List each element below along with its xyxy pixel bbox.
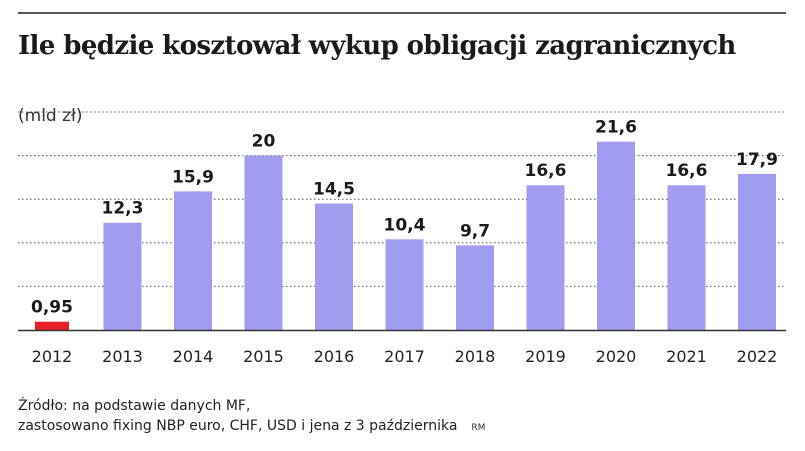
category-label: 2017 <box>384 347 425 366</box>
bar <box>738 173 776 330</box>
unit-label: (mld zł) <box>18 106 83 126</box>
bar <box>103 222 142 330</box>
category-label: 2020 <box>596 347 637 366</box>
value-label: 0,95 <box>31 298 73 318</box>
category-label: 2012 <box>32 347 73 366</box>
category-label: 2018 <box>455 347 496 366</box>
source-line-1: Źródło: na podstawie danych MF, <box>18 398 251 414</box>
category-label: 2022 <box>737 347 778 366</box>
category-label: 2013 <box>102 347 143 366</box>
category-label: 2019 <box>525 347 566 366</box>
bar <box>597 141 635 330</box>
bar <box>526 185 565 330</box>
bar <box>174 191 212 330</box>
bar <box>244 155 283 330</box>
value-label: 15,9 <box>172 167 214 187</box>
value-label: 21,6 <box>595 118 637 138</box>
value-label: 9,7 <box>460 221 490 241</box>
chart-title: Ile będzie kosztował wykup obligacji zag… <box>18 31 736 61</box>
bar <box>35 321 69 330</box>
category-label: 2015 <box>243 347 284 366</box>
top-rule <box>18 12 786 14</box>
category-label: 2021 <box>666 347 707 366</box>
category-label: 2014 <box>173 347 214 366</box>
value-label: 14,5 <box>313 180 355 200</box>
category-label: 2016 <box>314 347 355 366</box>
value-label: 10,4 <box>384 215 426 235</box>
bar <box>667 185 706 330</box>
bar <box>385 239 424 330</box>
value-label: 16,6 <box>525 161 567 181</box>
source-note: Źródło: na podstawie danych MF, zastosow… <box>18 396 485 438</box>
value-label: 12,3 <box>102 199 144 219</box>
source-line-2-text: zastosowano fixing NBP euro, CHF, USD i … <box>18 418 458 434</box>
value-label: 20 <box>252 132 276 152</box>
bar <box>315 203 353 330</box>
value-label: 16,6 <box>666 161 708 181</box>
bar <box>456 245 494 330</box>
source-line-2: zastosowano fixing NBP euro, CHF, USD i … <box>18 416 485 438</box>
bar-chart: 0,95 2012 12,3 2013 15,9 2014 20 2015 14,5 2016 10… <box>18 111 786 366</box>
value-label: 17,9 <box>736 150 778 170</box>
author-credit: RM <box>471 423 486 433</box>
